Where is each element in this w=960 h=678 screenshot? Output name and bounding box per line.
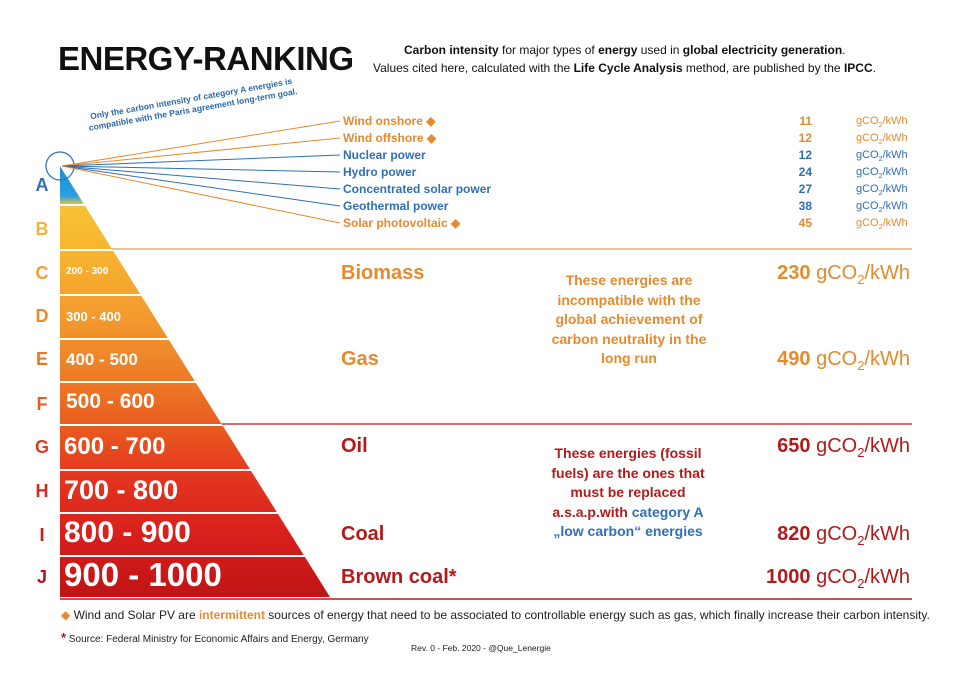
category-letter-e: E <box>35 349 48 369</box>
category-range-d: 300 - 400 <box>66 308 121 324</box>
category-a-item-unit: gCO2/kWh <box>856 132 908 147</box>
category-letter-f: F <box>36 394 48 414</box>
category-letter-a: A <box>35 175 49 195</box>
revision-note: Rev. 0 - Feb. 2020 - @Que_Lenergie <box>411 643 551 653</box>
category-letter-g: G <box>34 437 49 457</box>
asterisk: * <box>61 630 67 645</box>
source-name: Brown coal* <box>341 566 457 588</box>
source-value: 230 gCO2/kWh <box>777 262 910 287</box>
category-letter-d: D <box>35 306 49 326</box>
source-name: Coal <box>341 523 385 545</box>
source-value: 1000 gCO2/kWh <box>766 566 910 591</box>
category-a-item-name: Concentrated solar power <box>343 182 492 196</box>
category-a-item-name: Wind offshore ◆ <box>343 131 437 145</box>
category-a-item-name: Geothermal power <box>343 199 449 213</box>
category-letter-b: B <box>35 219 49 239</box>
category-a-item-value: 27 <box>798 182 812 196</box>
category-a-connector <box>61 165 341 207</box>
category-a-connector <box>61 165 341 190</box>
category-a-item-value: 11 <box>799 114 812 128</box>
source-note: * Source: Federal Ministry for Economic … <box>61 630 369 645</box>
category-a-item-value: 45 <box>798 216 812 230</box>
category-a-item-name: Wind onshore ◆ <box>343 114 436 128</box>
incompatible-energies-note: These energies are incompatible with the… <box>551 272 707 366</box>
category-range-j: 900 - 1000 <box>64 556 222 594</box>
subtitle-line-1: Carbon intensity for major types of ener… <box>404 43 846 57</box>
fossil-fuels-note: These energies (fossil fuels) are the on… <box>551 445 705 539</box>
category-a-connector <box>61 165 341 224</box>
category-a-item-name: Solar photovoltaic ◆ <box>343 216 461 230</box>
source-name: Biomass <box>341 262 425 284</box>
category-a-item-value: 24 <box>798 165 812 179</box>
category-a-item-name: Hydro power <box>343 165 417 179</box>
category-a-item-unit: gCO2/kWh <box>856 183 908 198</box>
diamond-icon: ◆ <box>61 608 71 622</box>
category-a-item-unit: gCO2/kWh <box>856 149 908 164</box>
category-a-item-value: 12 <box>798 148 812 162</box>
category-letter-j: J <box>36 567 47 587</box>
source-value: 650 gCO2/kWh <box>777 435 910 460</box>
category-range-e: 400 - 500 <box>66 349 138 369</box>
category-letter-c: C <box>35 263 49 283</box>
category-letter-i: I <box>39 525 45 545</box>
category-a-item-unit: gCO2/kWh <box>856 217 908 232</box>
subtitle-line-2: Values cited here, calculated with the L… <box>373 61 876 75</box>
category-range-h: 700 - 800 <box>64 474 179 505</box>
category-range-g: 600 - 700 <box>64 432 166 460</box>
category-range-i: 800 - 900 <box>64 515 191 549</box>
category-a-connector <box>61 137 341 167</box>
intermittent-footnote: ◆ Wind and Solar PV are intermittent sou… <box>61 608 930 622</box>
category-range-f: 500 - 600 <box>66 390 155 414</box>
source-value: 490 gCO2/kWh <box>777 348 910 373</box>
category-a-connector <box>61 120 341 167</box>
source-name: Oil <box>341 435 368 457</box>
source-value: 820 gCO2/kWh <box>777 523 910 548</box>
category-a-item-unit: gCO2/kWh <box>856 115 908 130</box>
category-a-connector <box>61 154 341 167</box>
category-a-item-unit: gCO2/kWh <box>856 166 908 181</box>
category-a-item-value: 12 <box>798 131 812 145</box>
category-a-connector <box>61 165 341 173</box>
category-range-c: 200 - 300 <box>66 266 109 278</box>
category-a-item-unit: gCO2/kWh <box>856 200 908 215</box>
page-title: ENERGY-RANKING <box>58 40 354 77</box>
category-letter-h: H <box>35 481 49 501</box>
source-name: Gas <box>341 348 379 370</box>
category-a-item-value: 38 <box>798 199 812 213</box>
category-a-item-name: Nuclear power <box>343 148 426 162</box>
